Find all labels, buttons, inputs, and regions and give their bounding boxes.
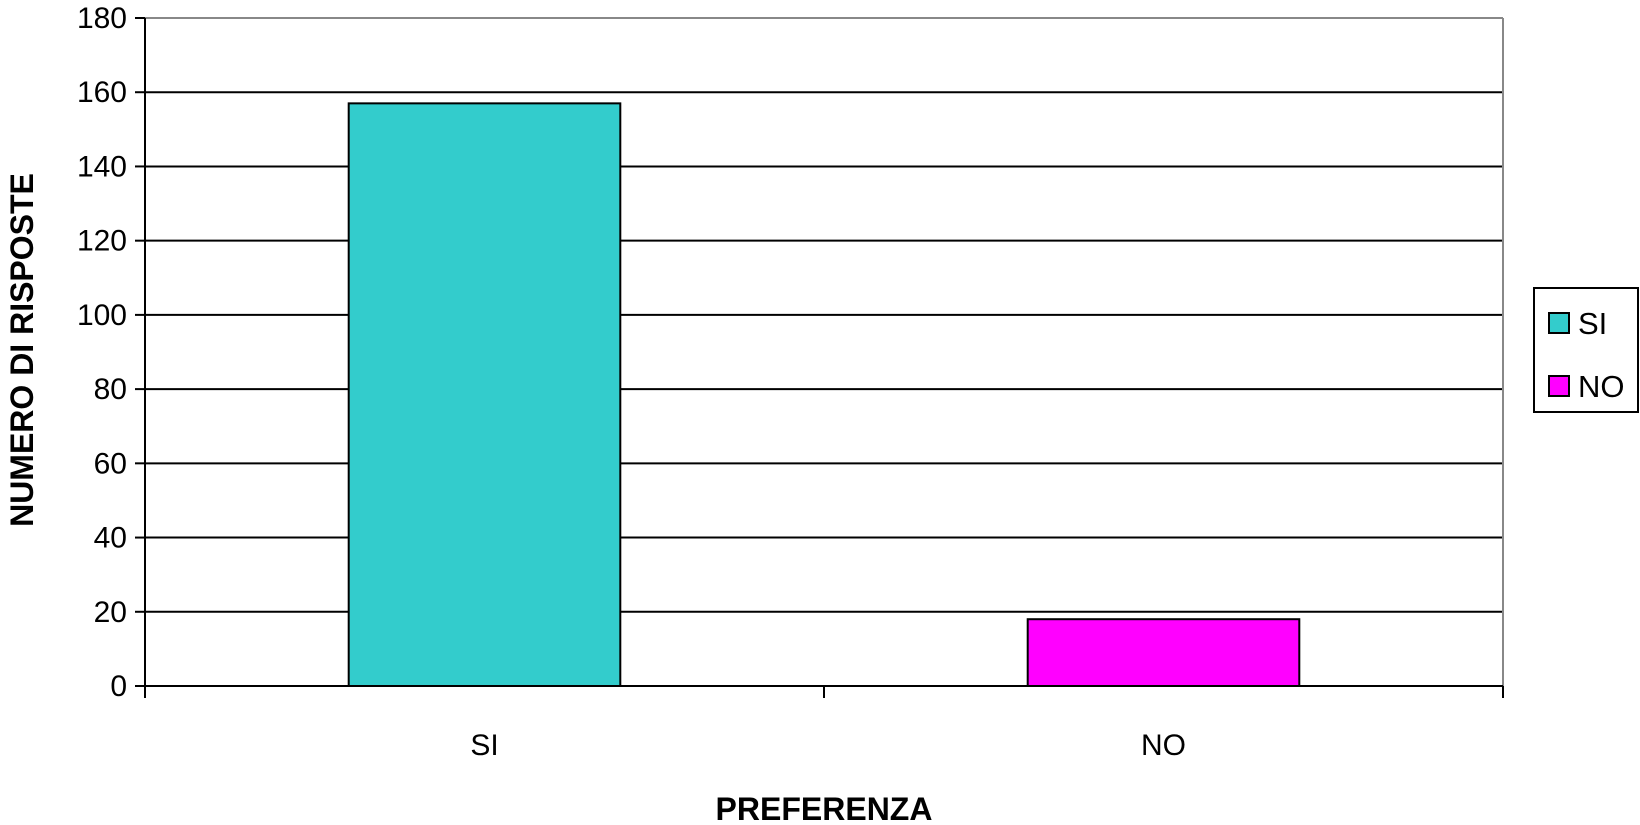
legend-label-si: SI <box>1578 306 1607 341</box>
bar-no <box>1028 619 1300 686</box>
y-tick-label: 60 <box>94 447 127 480</box>
legend-swatch-si <box>1549 313 1569 333</box>
x-tick-label: SI <box>470 729 498 762</box>
y-tick-label: 0 <box>110 670 127 703</box>
legend-label-no: NO <box>1578 369 1625 404</box>
legend: SI NO <box>1534 288 1638 412</box>
y-tick-label: 180 <box>77 2 127 35</box>
x-axis-title: PREFERENZA <box>716 791 933 825</box>
x-tick-label: NO <box>1141 729 1186 762</box>
y-axis-title: NUMERO DI RISPOSTE <box>4 173 40 527</box>
legend-swatch-no <box>1549 376 1569 396</box>
bars <box>349 103 1300 686</box>
y-tick-label: 160 <box>77 76 127 109</box>
x-tick-labels: SI NO <box>470 729 1186 762</box>
y-tick-label: 80 <box>94 373 127 406</box>
y-tick-label: 40 <box>94 522 127 555</box>
axes <box>135 18 1503 698</box>
y-tick-labels: 0 20 40 60 80 100 120 140 160 180 <box>77 2 127 703</box>
y-tick-label: 100 <box>77 299 127 332</box>
bar-si <box>349 103 621 686</box>
y-tick-label: 20 <box>94 596 127 629</box>
y-tick-label: 140 <box>77 150 127 183</box>
y-tick-label: 120 <box>77 225 127 258</box>
